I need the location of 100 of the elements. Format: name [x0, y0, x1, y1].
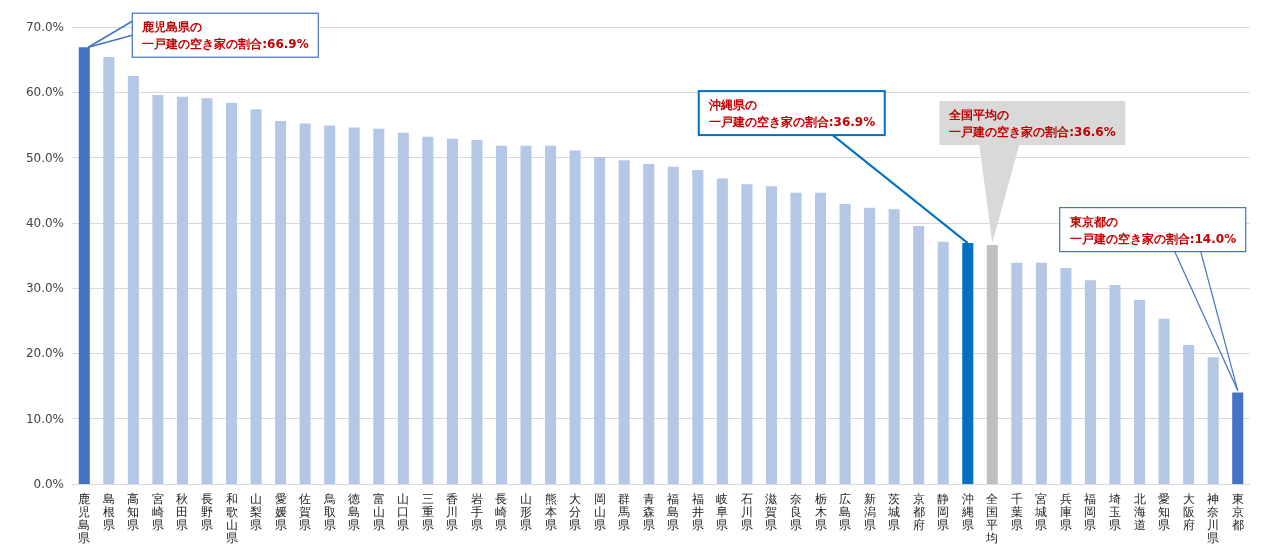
- x-tick-label: 大阪府: [1182, 491, 1195, 532]
- bar: [152, 94, 164, 484]
- annotation: 沖縄県の一戸建の空き家の割合:36.9%: [707, 98, 876, 130]
- y-tick-label: 20.0%: [25, 346, 64, 361]
- bar: [594, 156, 606, 484]
- bar: [103, 57, 115, 484]
- bar: [864, 207, 876, 484]
- x-tick-label: 京都府: [912, 491, 925, 532]
- bar: [545, 145, 557, 484]
- x-tick-label: 鳥取県: [322, 491, 336, 532]
- y-tick-label: 10.0%: [25, 411, 64, 426]
- annotation: 全国平均の一戸建の空き家の割合:36.6%: [948, 108, 1116, 140]
- x-tick-label: 北海道: [1133, 491, 1146, 532]
- bar: [618, 160, 630, 484]
- x-tick-label: 沖縄県: [960, 491, 974, 532]
- x-tick-label: 全国平均: [985, 491, 999, 545]
- bar: [1232, 392, 1244, 484]
- x-tick-label: 島根県: [102, 491, 115, 532]
- y-tick-label: 50.0%: [25, 150, 64, 165]
- annotation: 東京都の一戸建の空き家の割合:14.0%: [1068, 214, 1237, 246]
- x-tick-label: 滋賀県: [765, 491, 778, 532]
- x-tick-label: 愛媛県: [274, 491, 287, 532]
- x-tick-label: 新潟県: [863, 491, 876, 532]
- bar: [1134, 299, 1146, 484]
- x-tick-label: 福島県: [667, 491, 680, 532]
- x-tick-label: 福井県: [691, 491, 704, 532]
- y-tick-label: 60.0%: [25, 85, 64, 100]
- bar: [1158, 318, 1170, 484]
- y-tick-label: 0.0%: [33, 477, 64, 491]
- x-tick-label: 徳島県: [348, 491, 361, 532]
- x-tick-label: 山梨県: [250, 491, 263, 532]
- x-tick-label: 静岡県: [937, 491, 950, 532]
- bar: [765, 186, 777, 484]
- bar: [1060, 267, 1072, 484]
- bar: [1084, 280, 1096, 484]
- bar: [127, 75, 139, 484]
- bar: [348, 127, 360, 484]
- bar: [446, 138, 458, 484]
- x-tick-label: 高知県: [127, 491, 140, 532]
- x-tick-label: 群馬県: [617, 491, 631, 532]
- bar: [373, 128, 385, 484]
- bar: [324, 125, 336, 484]
- bar: [471, 139, 483, 484]
- annotation: 鹿児島県の一戸建の空き家の割合:66.9%: [141, 20, 309, 52]
- x-tick-label: 宮崎県: [151, 491, 164, 532]
- x-tick-label: 佐賀県: [299, 491, 312, 532]
- bar: [913, 226, 925, 484]
- bar: [299, 123, 311, 484]
- x-tick-label: 埼玉県: [1108, 491, 1122, 532]
- x-tick-label: 和歌山県: [225, 491, 238, 545]
- bar: [1109, 284, 1121, 484]
- bar: [275, 121, 287, 484]
- x-tick-label: 栃木県: [814, 491, 827, 532]
- x-tick-label: 岡山県: [593, 491, 606, 532]
- x-tick-label: 神奈川県: [1207, 491, 1220, 545]
- bar: [667, 166, 679, 484]
- x-tick-label: 東京都: [1231, 491, 1244, 532]
- y-tick-label: 40.0%: [25, 215, 64, 230]
- bar: [643, 164, 655, 484]
- bar: [692, 169, 704, 484]
- bar: [176, 96, 188, 484]
- bar: [986, 245, 998, 484]
- x-tick-label: 広島県: [839, 491, 852, 532]
- x-tick-label: 岩手県: [470, 491, 483, 532]
- x-tick-label: 三重県: [421, 491, 434, 532]
- bar: [397, 132, 409, 484]
- bar: [741, 184, 753, 484]
- bar: [716, 178, 728, 484]
- x-tick-label: 宮城県: [1034, 491, 1048, 532]
- y-tick-label: 30.0%: [25, 281, 64, 296]
- bar: [888, 209, 900, 484]
- bar: [1011, 262, 1023, 484]
- x-tick-label: 茨城県: [887, 491, 901, 532]
- x-tick-label: 奈良県: [789, 491, 802, 532]
- x-tick-label: 鹿児島県: [78, 491, 91, 545]
- x-tick-label: 兵庫県: [1059, 491, 1072, 532]
- bar: [201, 98, 213, 484]
- x-tick-label: 大分県: [569, 491, 582, 532]
- bar: [226, 102, 238, 484]
- x-tick-label: 長野県: [200, 491, 213, 532]
- bar: [250, 109, 262, 484]
- x-tick-label: 愛知県: [1158, 491, 1171, 532]
- bar: [1035, 262, 1047, 484]
- bar: [815, 192, 827, 484]
- y-tick-label: 70.0%: [25, 20, 64, 34]
- x-tick-label: 香川県: [446, 491, 459, 532]
- x-tick-label: 青森県: [642, 491, 655, 532]
- bar: [520, 145, 532, 484]
- x-tick-label: 山形県: [520, 491, 533, 532]
- bar: [1183, 344, 1195, 484]
- x-tick-label: 石川県: [740, 491, 753, 532]
- bar: [569, 150, 581, 484]
- bar: [937, 241, 949, 484]
- bar: [790, 192, 802, 484]
- x-tick-label: 千葉県: [1010, 491, 1023, 532]
- x-tick-label: 富山県: [372, 491, 385, 532]
- x-tick-label: 秋田県: [176, 491, 189, 532]
- bar: [422, 136, 434, 484]
- x-tick-label: 岐阜県: [716, 491, 729, 532]
- x-tick-label: 福岡県: [1084, 491, 1097, 532]
